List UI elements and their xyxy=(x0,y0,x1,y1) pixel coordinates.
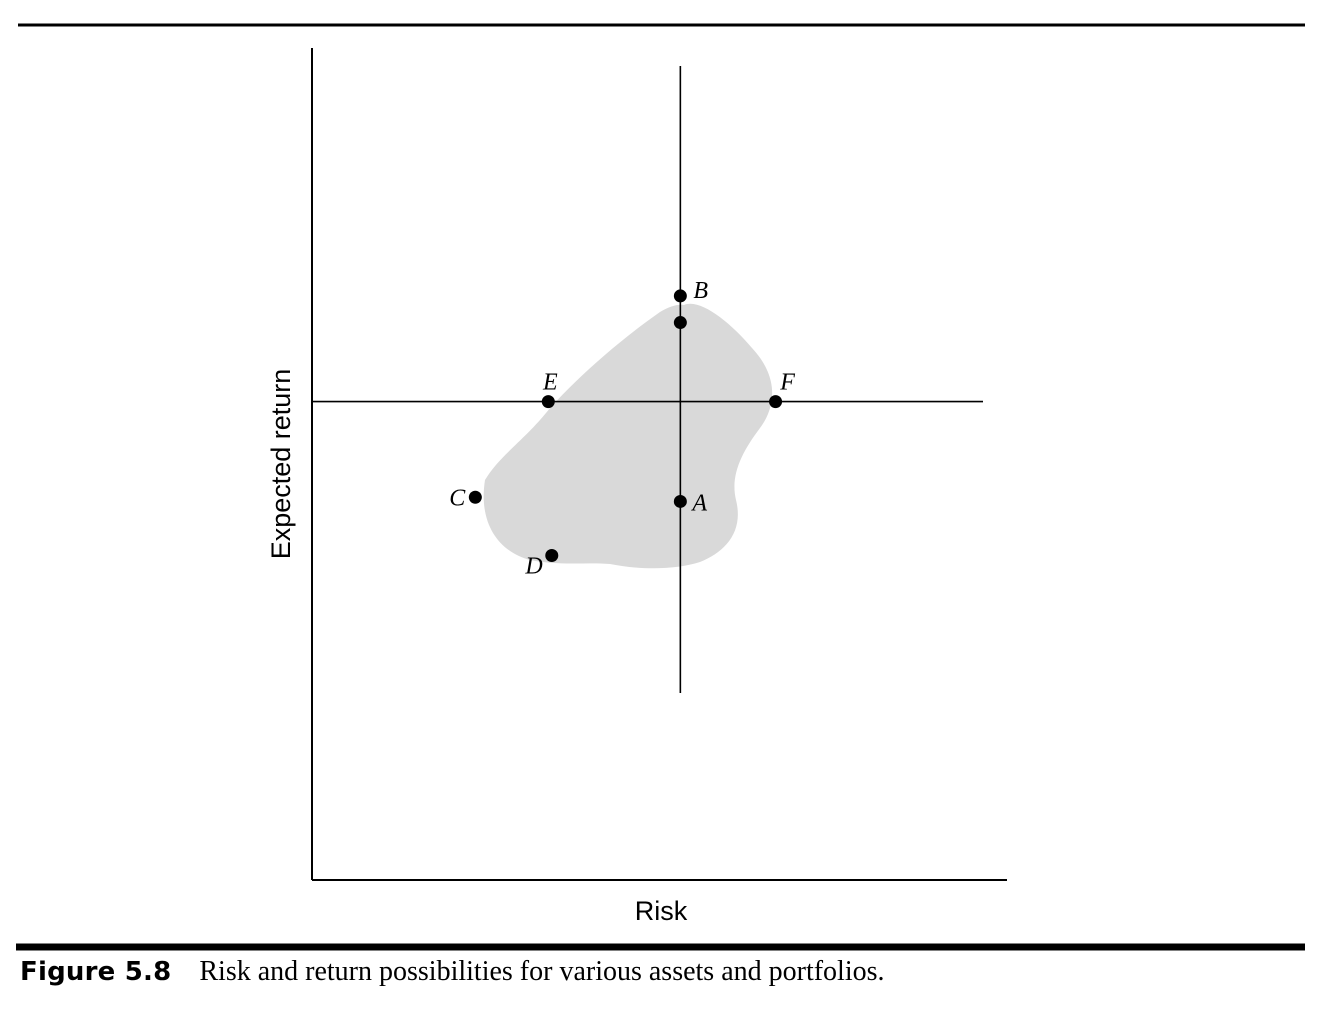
point-label-d: D xyxy=(524,554,542,580)
point-d xyxy=(545,549,559,563)
point-label-f: F xyxy=(779,370,795,396)
point-label-b: B xyxy=(693,278,708,304)
figure-caption: Figure 5.8 Risk and return possibilities … xyxy=(20,958,885,986)
point-label-e: E xyxy=(542,370,558,396)
point-b xyxy=(673,289,687,303)
point-c xyxy=(468,490,482,504)
point-a xyxy=(673,494,687,508)
caption-text: Risk and return possibilities for variou… xyxy=(199,956,885,987)
figure-number: Figure 5.8 xyxy=(20,957,172,987)
points-layer: A B C D E F xyxy=(449,278,795,580)
point-label-a: A xyxy=(690,490,707,516)
point-label-c: C xyxy=(449,485,466,511)
x-axis-label: Risk xyxy=(635,896,688,926)
point-unlabeled xyxy=(673,316,687,330)
point-e xyxy=(541,395,555,409)
feasible-region xyxy=(483,303,773,569)
point-f xyxy=(769,395,783,409)
y-axis-label: Expected return xyxy=(266,369,296,560)
